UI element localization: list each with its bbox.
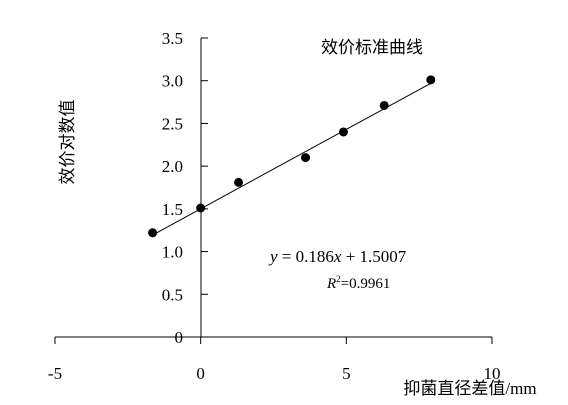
data-point <box>338 127 348 137</box>
data-point <box>234 177 244 187</box>
y-tick-label: 1.0 <box>162 243 183 262</box>
data-point <box>196 203 206 213</box>
equation-rest: + 1.5007 <box>341 247 406 266</box>
y-tick-label: 0 <box>175 328 184 347</box>
equation-x-var: x <box>333 247 342 266</box>
y-tick-label: 1.5 <box>162 200 183 219</box>
ticks: -5 0 5 10 0 0.5 1.0 1.5 2.0 2.5 3.0 3.5 <box>48 29 501 383</box>
data-point <box>379 100 389 110</box>
data-point <box>426 75 436 85</box>
y-axis-title: 效价对数值 <box>58 100 77 185</box>
y-tick-label: 2.5 <box>162 114 183 133</box>
x-tick-label: 10 <box>484 364 501 383</box>
y-tick-label: 3.0 <box>162 72 183 91</box>
y-tick-label: 3.5 <box>162 29 183 48</box>
r-squared-r: R <box>326 276 336 292</box>
data-point <box>148 228 158 238</box>
equation-eq: = 0.186 <box>278 247 334 266</box>
r-squared-label: R2=0.9961 <box>326 274 390 292</box>
data-point <box>301 153 311 163</box>
equation-y-var: y <box>268 247 278 266</box>
x-tick-label: 0 <box>196 364 205 383</box>
chart-title: 效价标准曲线 <box>321 38 423 57</box>
x-tick-label: -5 <box>48 364 62 383</box>
trendline <box>152 82 432 236</box>
x-tick-label: 5 <box>342 364 351 383</box>
x-axis-title: 抑菌直径差值/mm <box>403 379 536 398</box>
data-points <box>148 75 436 238</box>
regression-equation: y = 0.186x + 1.5007 <box>268 247 407 266</box>
trendline-path <box>152 82 432 236</box>
r-squared-sup: 2 <box>336 274 341 284</box>
r-squared-value: =0.9961 <box>341 276 391 292</box>
axes <box>55 38 492 338</box>
y-tick-label: 0.5 <box>162 285 183 304</box>
y-tick-label: 2.0 <box>162 157 183 176</box>
